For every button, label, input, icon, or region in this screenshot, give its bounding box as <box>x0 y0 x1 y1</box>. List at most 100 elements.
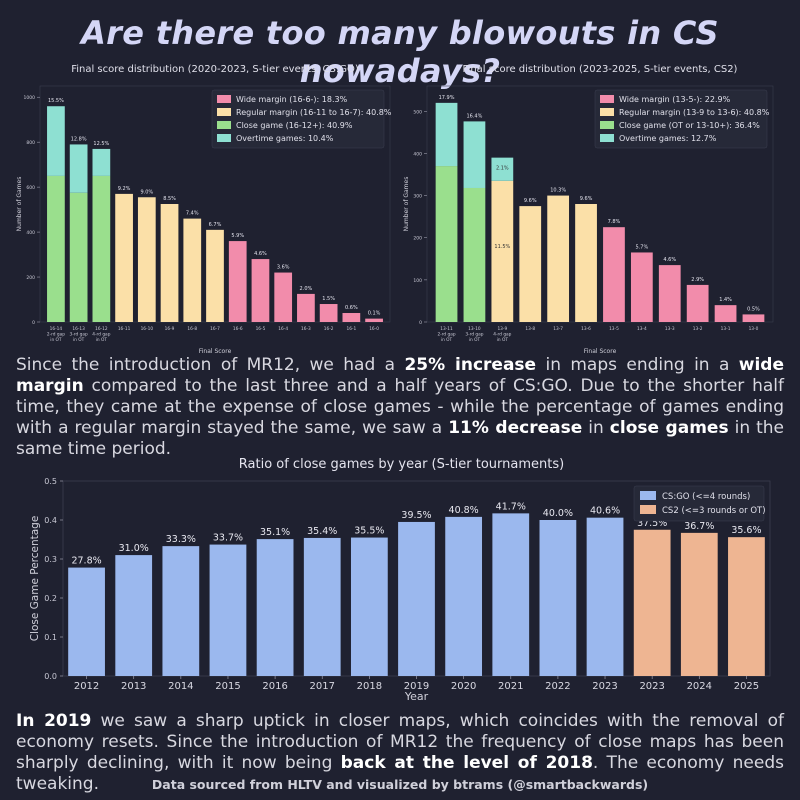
chart-1-x-tick-label: 13-7 <box>553 326 563 332</box>
footer-credit: Data sourced from HLTV and visualized by… <box>151 777 649 792</box>
chart-1-x-tick-label: 13-8 <box>525 326 535 332</box>
chart-0-x-tick-label: 16-9 <box>165 326 175 332</box>
chart-2-y-tick-label: 0.4 <box>44 516 57 525</box>
chart-0-legend-swatch <box>217 108 231 116</box>
chart-2-bar-label: 39.5% <box>401 510 431 521</box>
body-text: . The economy needs tweaking. <box>16 753 784 794</box>
chart-0-x-tick-label: 4-rd gap <box>92 332 110 338</box>
chart-2-x-tick-label: 2023 <box>639 681 664 692</box>
chart-0-bar-label: 2.0% <box>300 286 313 292</box>
chart-2-title: Ratio of close games by year (S-tier tou… <box>239 457 564 472</box>
chart-0-bar-segment <box>92 175 111 322</box>
chart-0-bar-segment <box>47 175 65 322</box>
chart-2-bar-label: 31.0% <box>119 543 149 554</box>
chart-1-x-tick-label: 3-rd gap <box>465 332 483 338</box>
chart-1-x-tick-label: in OT <box>497 337 509 343</box>
chart-0-y-tick-label: 0 <box>32 320 35 326</box>
chart-1-x-tick-label: 13-10 <box>468 326 481 332</box>
chart-2-x-tick-label: 2024 <box>687 681 712 692</box>
chart-0-bar-label: 5.9% <box>231 233 244 239</box>
chart-1-bar-segment <box>742 314 765 322</box>
chart-0-bar-label: 8.5% <box>163 196 176 202</box>
chart-1-legend-swatch <box>600 108 614 116</box>
chart-2-bar-label: 33.7% <box>213 533 243 544</box>
chart-0-bar-segment <box>92 148 111 176</box>
chart-1-x-tick-label: 13-9 <box>497 326 507 332</box>
highlight-text: wide margin <box>16 355 784 396</box>
chart-2-bar <box>633 529 671 676</box>
chart-0-bar-segment <box>274 272 293 322</box>
chart-0-bar-segment <box>206 229 224 322</box>
chart-2-y-tick-label: 0.5 <box>44 477 57 486</box>
chart-2-bar-label: 33.3% <box>166 534 196 545</box>
chart-0-x-tick-label: in OT <box>73 337 85 343</box>
chart-0-y-tick-label: 800 <box>26 140 35 146</box>
chart-0-bar-label: 1.5% <box>322 296 335 302</box>
chart-0-x-tick-label: 16-3 <box>301 326 311 332</box>
chart-2-x-axis-label: Year <box>404 690 429 703</box>
chart-2-legend-swatch <box>640 491 656 500</box>
chart-0-bar-label: 4.6% <box>254 251 267 257</box>
chart-1-y-tick-label: 400 <box>413 151 422 157</box>
chart-1-y-tick-label: 300 <box>413 194 422 200</box>
chart-1-bar-label: 4.6% <box>663 257 676 263</box>
chart-2-bar <box>350 537 388 676</box>
chart-2-x-tick-label: 2019 <box>404 681 429 692</box>
chart-0-bar-segment <box>183 218 202 322</box>
chart-0-bar-segment <box>319 304 338 322</box>
chart-0-legend-swatch <box>217 95 231 103</box>
chart-2-x-tick-label: 2012 <box>74 681 99 692</box>
chart-1-x-tick-label: 13-0 <box>749 326 759 332</box>
chart-2-bar-label: 37.5% <box>637 518 667 529</box>
chart-1-x-tick-label: 13-5 <box>609 326 619 332</box>
chart-1-plot-frame <box>426 85 774 323</box>
chart-0-bar-label: 9.0% <box>140 189 153 195</box>
paragraph-2019-analysis: In 2019 we saw a sharp uptick in closer … <box>16 711 784 795</box>
chart-2-bar-label: 40.6% <box>590 506 620 517</box>
chart-1-x-tick-label: in OT <box>441 337 453 343</box>
chart-0-x-tick-label: 16-14 <box>50 326 63 332</box>
chart-0-y-tick-label: 200 <box>26 275 35 281</box>
chart-2-x-tick-label: 2013 <box>121 681 146 692</box>
chart-2-y-tick-label: 0.0 <box>44 672 57 681</box>
chart-0-x-axis-label: Final Score <box>199 348 232 355</box>
chart-2-bar <box>303 537 341 676</box>
chart-1-x-tick-label: 13-3 <box>665 326 675 332</box>
highlight-text: 25% increase <box>404 355 537 375</box>
chart-0-title: Final score distribution (2020-2023, S-t… <box>71 64 359 75</box>
chart-1-bar-segment <box>575 204 597 322</box>
highlight-text: back at the level of 2018 <box>340 753 593 773</box>
chart-2-x-tick-label: 2018 <box>357 681 382 692</box>
chart-2-x-tick-label: 2015 <box>215 681 240 692</box>
chart-0-bar-segment <box>47 106 65 176</box>
chart-1-y-tick-label: 200 <box>413 236 422 242</box>
chart-0-legend-label: Wide margin (16-6-): 18.3% <box>236 95 348 104</box>
chart-1-legend-label: Regular margin (13-9 to 13-6): 40.8% <box>619 108 770 117</box>
chart-1-bar-segment <box>463 187 486 322</box>
chart-0-bar-label: 0.1% <box>368 311 381 317</box>
chart-0-bar-segment <box>365 318 383 322</box>
chart-0-y-tick-label: 400 <box>26 230 35 236</box>
page-title: Are there too many blowouts in CS nowada… <box>81 14 719 90</box>
chart-0-bar-label: 3.6% <box>277 265 290 271</box>
chart-2-bar <box>162 546 200 676</box>
chart-1-x-tick-label: 13-4 <box>637 326 647 332</box>
chart-1-bar-label: 5.7% <box>636 244 649 250</box>
chart-1-bar-label: 2.9% <box>691 277 704 283</box>
chart-1-x-tick-label: 13-11 <box>440 326 453 332</box>
chart-2-bar <box>256 539 294 676</box>
chart-0-x-tick-label: 3-rd gap <box>70 332 88 338</box>
chart-1-legend-label: Close game (OT or 13-10+): 36.4% <box>619 121 760 130</box>
chart-1-legend-box <box>594 89 768 149</box>
chart-2-y-tick-label: 0.2 <box>44 594 57 603</box>
chart-0-x-tick-label: 16-2 <box>324 326 334 332</box>
chart-1-bar-label: 0.5% <box>747 306 760 312</box>
chart-2-bar <box>586 517 624 676</box>
chart-2-x-tick-label: 2017 <box>310 681 335 692</box>
chart-2-legend-swatch <box>640 505 656 514</box>
body-text: in <box>582 418 610 438</box>
chart-0-x-tick-label: 16-13 <box>72 326 85 332</box>
chart-2-bar-label: 35.4% <box>307 526 337 537</box>
chart-2-legend-label: CS2 (<=3 rounds or OT) <box>662 506 766 516</box>
chart-2-bar-label: 41.7% <box>496 501 526 512</box>
